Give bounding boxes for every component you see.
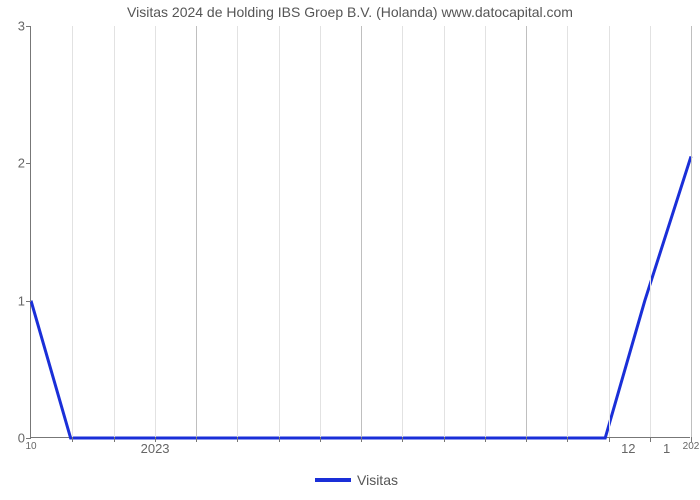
x-tick-mark (567, 437, 568, 442)
y-tick-label: 0 (18, 431, 25, 446)
y-tick-mark (26, 301, 31, 302)
x-gridline (691, 26, 692, 437)
x-gridline (650, 26, 651, 437)
x-gridline (567, 26, 568, 437)
x-tick-mark (72, 437, 73, 442)
y-tick-label: 2 (18, 156, 25, 171)
x-tick-label: 10 (25, 441, 36, 452)
x-gridline (320, 26, 321, 437)
y-tick-mark (26, 438, 31, 439)
x-gridline (155, 26, 156, 437)
x-tick-mark (444, 437, 445, 442)
x-tick-mark (279, 437, 280, 442)
x-tick-mark (114, 437, 115, 442)
x-gridline (361, 26, 362, 437)
chart-title: Visitas 2024 de Holding IBS Groep B.V. (… (0, 4, 700, 20)
x-tick-mark (237, 437, 238, 442)
x-gridline (402, 26, 403, 437)
y-tick-mark (26, 163, 31, 164)
x-gridline (237, 26, 238, 437)
y-tick-label: 3 (18, 19, 25, 34)
x-gridline (444, 26, 445, 437)
x-tick-mark (650, 437, 651, 442)
x-tick-label: 12 (621, 441, 635, 456)
x-gridline (485, 26, 486, 437)
legend: Visitas (315, 472, 398, 488)
x-gridline (196, 26, 197, 437)
x-gridline (279, 26, 280, 437)
x-tick-mark (402, 437, 403, 442)
x-tick-mark (526, 437, 527, 442)
x-tick-label: 2023 (141, 441, 170, 456)
x-gridline (72, 26, 73, 437)
x-tick-mark (485, 437, 486, 442)
x-tick-mark (320, 437, 321, 442)
x-gridline (526, 26, 527, 437)
x-tick-mark (609, 437, 610, 442)
x-gridline (609, 26, 610, 437)
y-tick-label: 1 (18, 293, 25, 308)
legend-swatch (315, 478, 351, 482)
x-tick-mark (196, 437, 197, 442)
x-tick-label: 202 (683, 441, 700, 452)
x-tick-mark (361, 437, 362, 442)
y-tick-mark (26, 26, 31, 27)
legend-label: Visitas (357, 472, 398, 488)
plot-area: 0123102023121202 (30, 26, 690, 438)
x-tick-label: 1 (663, 441, 670, 456)
x-gridline (114, 26, 115, 437)
